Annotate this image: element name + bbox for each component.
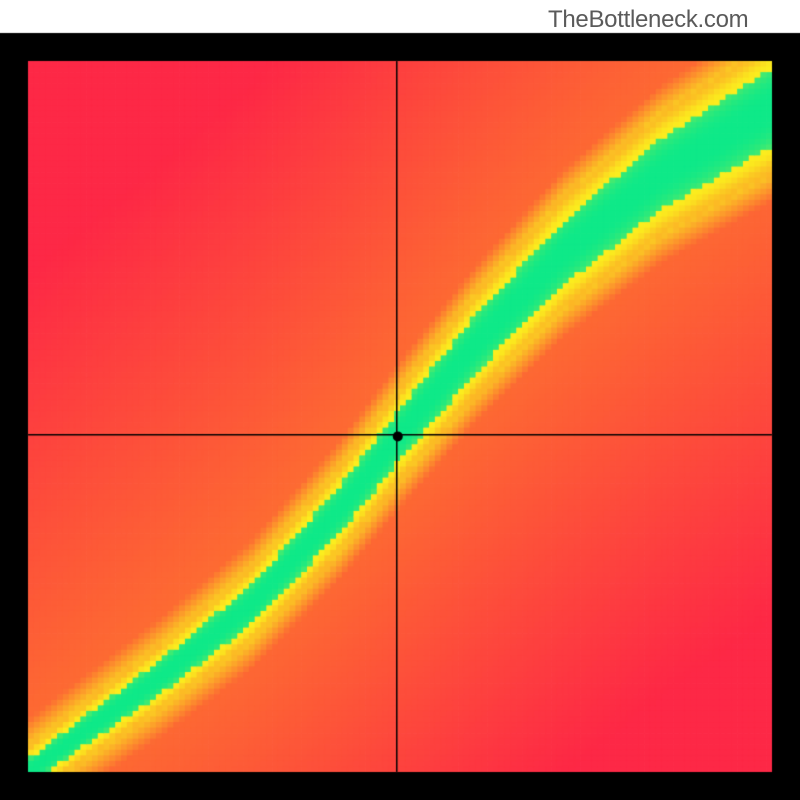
chart-container: TheBottleneck.com [0,0,800,800]
watermark-text: TheBottleneck.com [548,6,748,34]
overlay-canvas [0,0,800,800]
